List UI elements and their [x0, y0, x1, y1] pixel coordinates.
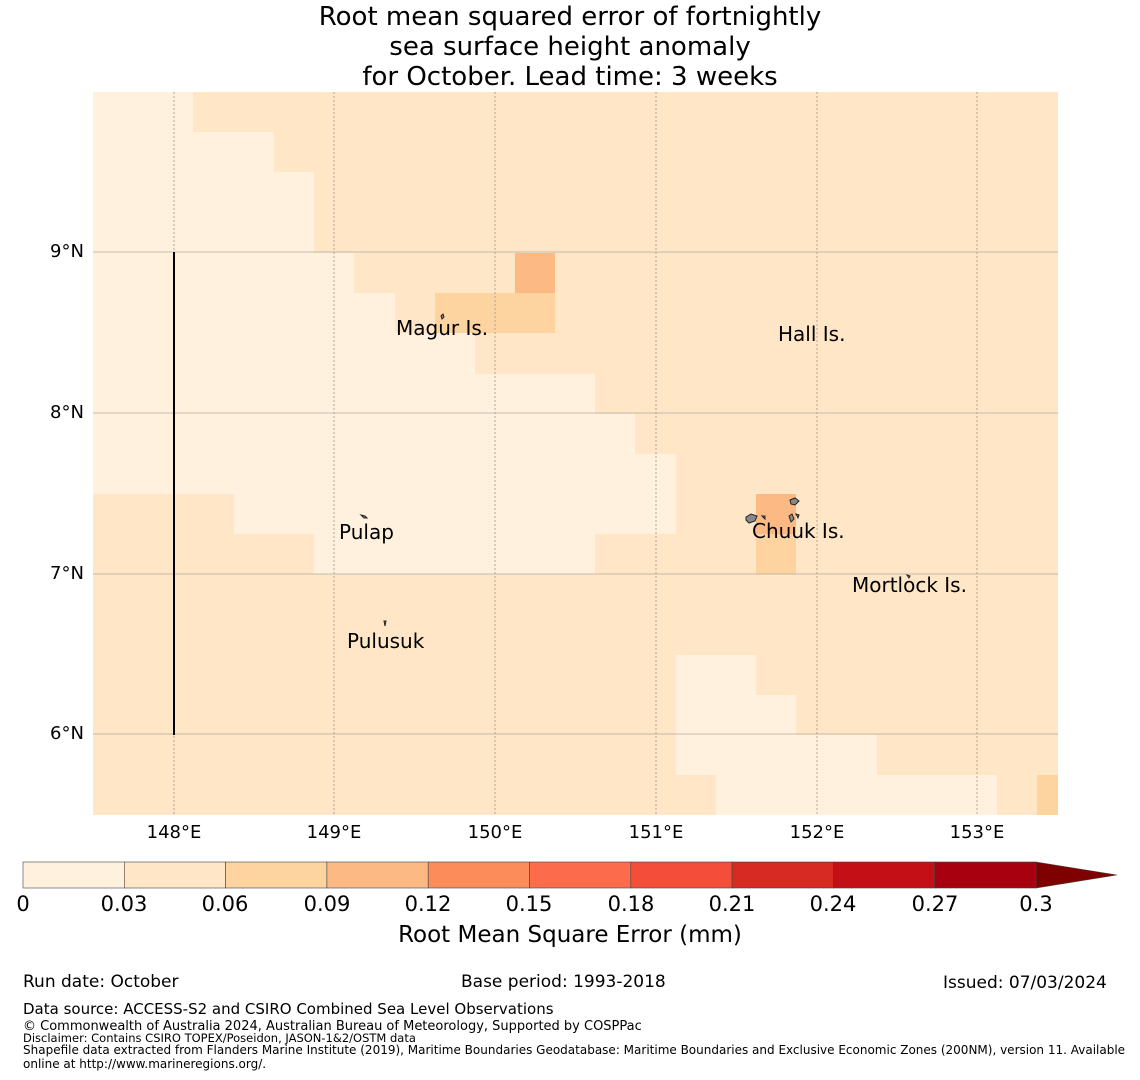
- lon-label-149e: 149°E: [306, 822, 362, 843]
- cell-magur-peak: [515, 253, 555, 293]
- chuuk-islet-1: [789, 497, 800, 506]
- title-line-2: sea surface height anomaly: [389, 32, 751, 62]
- copyright: © Commonwealth of Australia 2024, Austra…: [23, 1019, 642, 1034]
- colorbar-extend-arrow: [1035, 861, 1118, 889]
- lat-label-6n: 6°N: [50, 723, 84, 744]
- place-label-magur: Magur Is.: [396, 316, 489, 340]
- colorbar-tick-0.3: 0.3: [1019, 892, 1053, 916]
- place-label-pulusuk: Pulusuk: [347, 629, 425, 653]
- data-source: Data source: ACCESS-S2 and CSIRO Combine…: [23, 1000, 554, 1018]
- chuuk-islet-3: [760, 515, 766, 521]
- low-error-region-southeast: [676, 655, 997, 815]
- colorbar-segment-5: [529, 861, 632, 889]
- colorbar-segment-2: [225, 861, 328, 889]
- lon-label-153e: 153°E: [949, 822, 1005, 843]
- colorbar-segment-9: [934, 861, 1037, 889]
- place-label-pulap: Pulap: [339, 520, 394, 544]
- colorbar-label: Root Mean Square Error (mm): [398, 922, 742, 948]
- lat-gridlines: [93, 251, 1058, 735]
- magur-island-shape: [440, 313, 445, 320]
- cell-southeast-corner: [1037, 775, 1058, 815]
- colorbar-tick-0.03: 0.03: [100, 892, 148, 916]
- low-error-region-north: [93, 92, 676, 574]
- chart-title: Root mean squared error of fortnightly s…: [0, 2, 1140, 92]
- colorbar-segment-3: [326, 861, 429, 889]
- colorbar-tick-0: 0: [16, 892, 30, 916]
- colorbar-tick-0.27: 0.27: [911, 892, 959, 916]
- title-line-1: Root mean squared error of fortnightly: [318, 2, 822, 32]
- run-date: Run date: October: [23, 972, 179, 992]
- chuuk-lagoon-shape: [745, 513, 758, 524]
- chuuk-islet-4: [795, 513, 800, 520]
- rmse-map: [22, 92, 1118, 889]
- pulap-island-shape: [359, 514, 369, 519]
- colorbar: [22, 861, 1118, 889]
- place-label-hall: Hall Is.: [778, 322, 846, 346]
- disclaimer: Disclaimer: Contains CSIRO TOPEX/Poseido…: [23, 1031, 416, 1045]
- colorbar-segment-6: [630, 861, 733, 889]
- colorbar-tick-0.15: 0.15: [505, 892, 553, 916]
- cell-chuuk-south: [756, 534, 796, 574]
- mortlock-island-shape: [905, 574, 911, 579]
- lon-label-151e: 151°E: [628, 822, 684, 843]
- colorbar-tick-0.24: 0.24: [809, 892, 857, 916]
- shapefile-credit-2: online at http://www.marineregions.org/.: [23, 1057, 267, 1071]
- chuuk-islet-2: [788, 513, 795, 523]
- lon-label-152e: 152°E: [789, 822, 845, 843]
- colorbar-segment-8: [833, 861, 936, 889]
- lat-label-9n: 9°N: [50, 241, 84, 262]
- issued-date: Issued: 07/03/2024: [943, 973, 1107, 993]
- place-label-chuuk: Chuuk Is.: [752, 519, 845, 543]
- shapefile-credit-1: Shapefile data extracted from Flanders M…: [23, 1043, 1126, 1057]
- cell-chuuk-peak: [756, 494, 796, 534]
- lon-label-150e: 150°E: [467, 822, 523, 843]
- colorbar-tick-0.06: 0.06: [201, 892, 249, 916]
- colorbar-tick-0.21: 0.21: [708, 892, 756, 916]
- colorbar-tick-0.18: 0.18: [607, 892, 655, 916]
- colorbar-tick-0.09: 0.09: [303, 892, 351, 916]
- base-period: Base period: 1993-2018: [461, 972, 666, 992]
- title-line-3: for October. Lead time: 3 weeks: [362, 62, 778, 92]
- colorbar-segment-1: [124, 861, 226, 889]
- colorbar-segment-4: [427, 861, 530, 889]
- lon-label-148e: 148°E: [146, 822, 202, 843]
- pulusuk-island-shape: [383, 620, 387, 627]
- place-label-mortlock: Mortlock Is.: [852, 573, 967, 597]
- island-shapes: [359, 313, 911, 627]
- colorbar-segment-0: [22, 861, 125, 889]
- lat-label-8n: 8°N: [50, 402, 84, 423]
- colorbar-segment-7: [731, 861, 834, 889]
- colorbar-tick-0.12: 0.12: [404, 892, 452, 916]
- lat-label-7n: 7°N: [50, 563, 84, 584]
